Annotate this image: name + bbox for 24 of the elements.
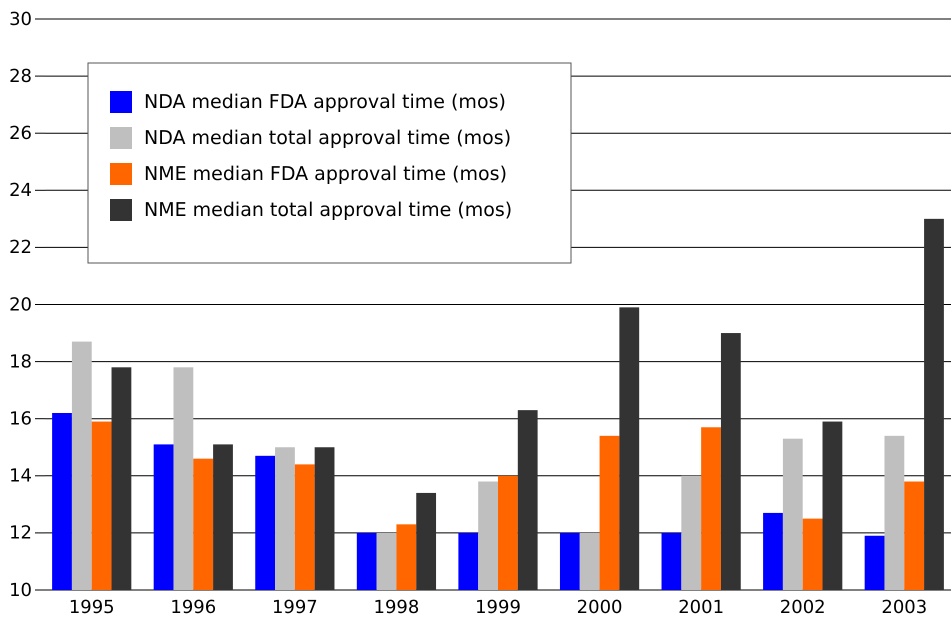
y-tick-label: 16 [9, 408, 32, 430]
legend-label: NDA median total approval time (mos) [144, 127, 512, 149]
x-tick-label: 1996 [170, 596, 216, 618]
legend-label: NME median total approval time (mos) [144, 199, 512, 221]
x-tick-label: 2000 [576, 596, 622, 618]
x-tick-label: 1995 [68, 596, 115, 618]
y-tick-label: 28 [9, 66, 32, 87]
y-tick-label: 18 [9, 351, 32, 372]
y-tick-label: 10 [9, 580, 32, 601]
legend-label: NME median FDA approval time (mos) [144, 163, 507, 185]
x-tick-label: 2001 [678, 596, 724, 618]
y-tick-label: 12 [9, 522, 32, 544]
x-tick-label: 1999 [475, 596, 521, 618]
y-tick-label: 14 [9, 466, 32, 487]
x-tick-label: 2003 [881, 596, 928, 618]
x-tick-label: 2002 [780, 596, 826, 618]
y-tick-label: 30 [9, 8, 32, 30]
y-tick-label: 22 [9, 237, 32, 258]
y-tick-label: 20 [9, 294, 32, 316]
y-tick-label: 24 [9, 180, 32, 202]
y-tick-label: 26 [9, 122, 32, 144]
x-tick-label: 1998 [374, 596, 420, 618]
x-tick-label: 1997 [272, 596, 318, 618]
legend-label: NDA median FDA approval time (mos) [144, 91, 506, 113]
